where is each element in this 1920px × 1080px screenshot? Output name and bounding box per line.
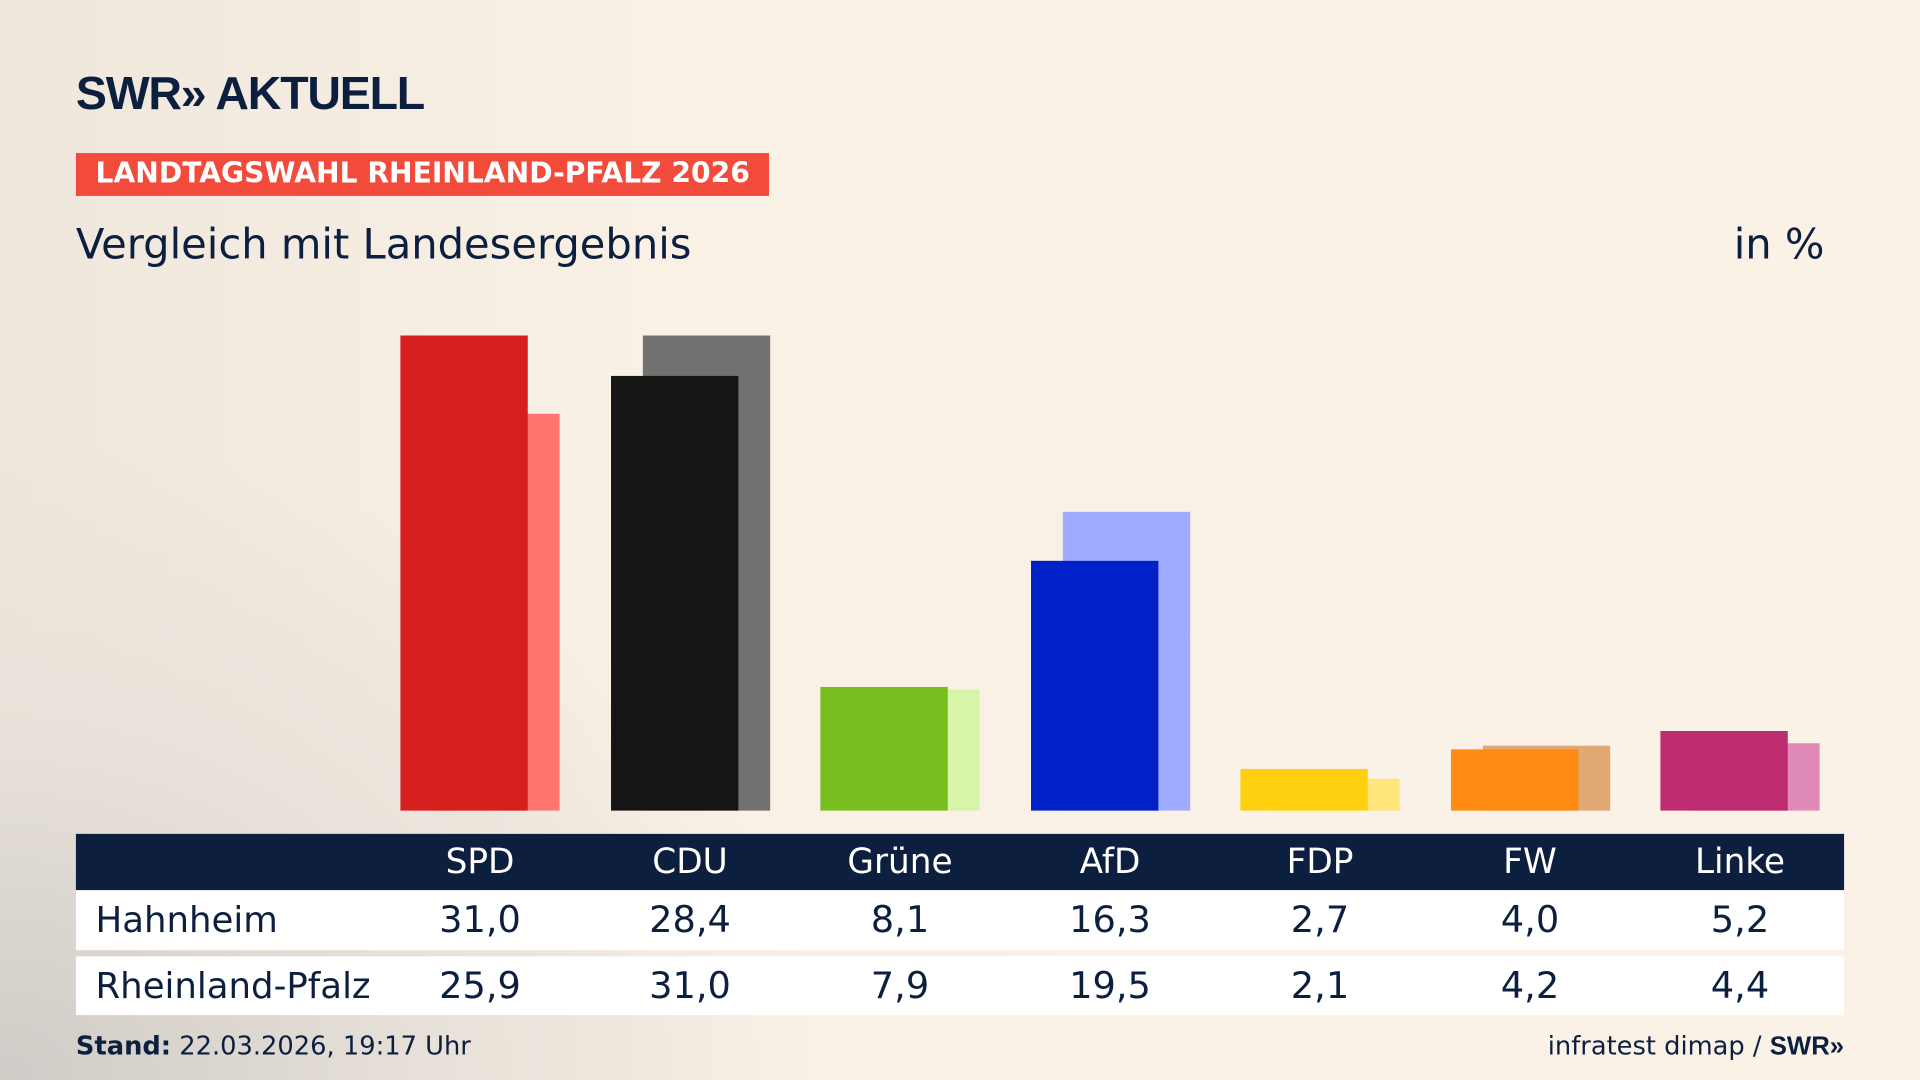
value-cell: 31,0 — [439, 898, 521, 942]
stand-label: Stand: — [75, 1031, 172, 1061]
bar-hahnheim-fw — [1450, 749, 1578, 811]
election-badge: LANDTAGSWAHL RHEINLAND-PFALZ 2026 — [75, 153, 770, 196]
value-cell: 25,9 — [439, 964, 521, 1008]
table-header: SPD CDU Grüne AfD FDP FW Linke — [75, 833, 1845, 891]
party-header: Linke — [1694, 841, 1786, 882]
table-row: Rheinland-Pfalz 25,9 31,0 7,9 19,5 2,1 4,2 4,4 — [75, 956, 1845, 1016]
stand-value: 22.03.2026, 19:17 Uhr — [179, 1031, 471, 1061]
bar-hahnheim-fdp — [1240, 769, 1368, 811]
value-cell: 31,0 — [649, 964, 731, 1008]
bar-hahnheim-afd — [1030, 560, 1158, 811]
value-cell: 2,7 — [1290, 898, 1350, 942]
timestamp: Stand: 22.03.2026, 19:17 Uhr — [76, 1031, 471, 1060]
chart-subtitle: Vergleich mit Landesergebnis — [75, 220, 692, 270]
source-text: infratest dimap / — [1547, 1031, 1762, 1061]
value-cell: 28,4 — [649, 898, 731, 942]
value-cell: 16,3 — [1069, 898, 1151, 942]
party-header: CDU — [652, 841, 728, 882]
swr-logo: SWR» — [1769, 1032, 1845, 1061]
party-header: AfD — [1079, 841, 1141, 882]
party-header: Grüne — [847, 841, 953, 882]
unit-label: in % — [1733, 220, 1825, 270]
row-label: Hahnheim — [95, 898, 278, 941]
value-cell: 8,1 — [870, 898, 930, 942]
value-cell: 4,0 — [1500, 898, 1560, 942]
value-cell: 4,4 — [1710, 964, 1770, 1008]
bar-hahnheim-linke — [1660, 730, 1788, 811]
bar-hahnheim-spd — [400, 335, 528, 811]
party-header: FDP — [1286, 841, 1354, 882]
party-header: FW — [1503, 841, 1557, 882]
value-cell: 4,2 — [1500, 964, 1560, 1008]
bar-hahnheim-grüne — [820, 686, 948, 811]
value-cell: 2,1 — [1290, 964, 1350, 1008]
value-cell: 5,2 — [1710, 898, 1770, 942]
source: infratest dimap / SWR» — [1548, 1031, 1844, 1062]
party-header: SPD — [445, 841, 515, 882]
bar-hahnheim-cdu — [610, 375, 738, 811]
results-table: SPD CDU Grüne AfD FDP FW Linke Hahnheim 31,0 28… — [75, 833, 1845, 1016]
value-cell: 7,9 — [870, 964, 930, 1008]
swr-aktuell-logo: SWR» AKTUELL — [75, 68, 425, 121]
row-label: Rheinland-Pfalz — [95, 964, 371, 1007]
value-cell: 19,5 — [1069, 964, 1151, 1008]
table-row: Hahnheim 31,0 28,4 8,1 16,3 2,7 4,0 5,2 — [75, 890, 1845, 951]
